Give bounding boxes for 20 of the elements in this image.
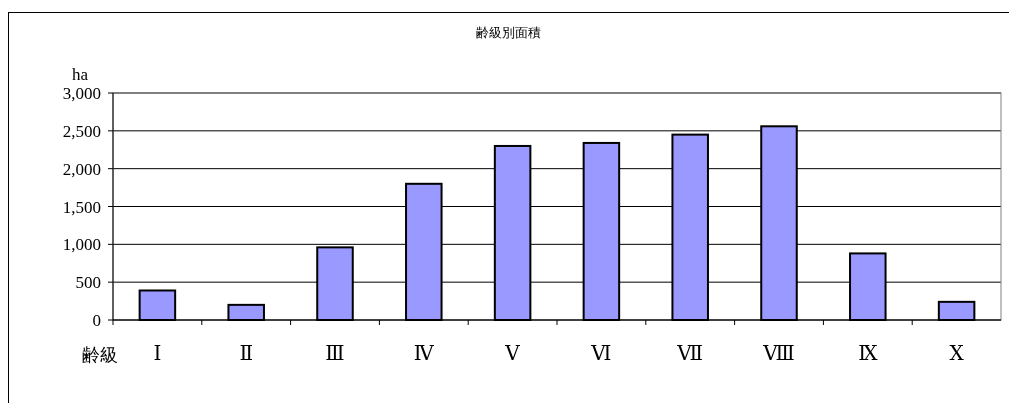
y-tick-label: 1,000 (62, 235, 101, 255)
x-tick-label: Ⅴ (504, 342, 521, 364)
y-tick-label: 0 (92, 311, 101, 330)
y-axis-title: ha (72, 65, 89, 84)
x-tick-label: Ⅸ (858, 342, 879, 364)
y-tick-label: 1,500 (62, 197, 101, 217)
x-tick-label: Ⅶ (676, 342, 704, 364)
y-tick-label: 2,000 (62, 159, 101, 179)
x-tick-label: Ⅹ (949, 342, 965, 364)
x-tick-label: Ⅱ (239, 342, 253, 364)
chart-title: 齢級別面積 (476, 25, 541, 40)
x-tick-label: Ⅰ (153, 342, 162, 364)
y-tick-label: 3,000 (62, 84, 101, 103)
y-tick-label: 500 (75, 273, 101, 293)
x-axis-title: 齢級 (82, 345, 118, 365)
x-tick-label: Ⅵ (590, 342, 612, 364)
y-tick-label: 2,500 (62, 121, 101, 141)
x-tick-label: Ⅲ (325, 342, 345, 364)
x-tick-label: Ⅷ (762, 342, 795, 364)
x-tick-label: Ⅳ (413, 342, 435, 364)
